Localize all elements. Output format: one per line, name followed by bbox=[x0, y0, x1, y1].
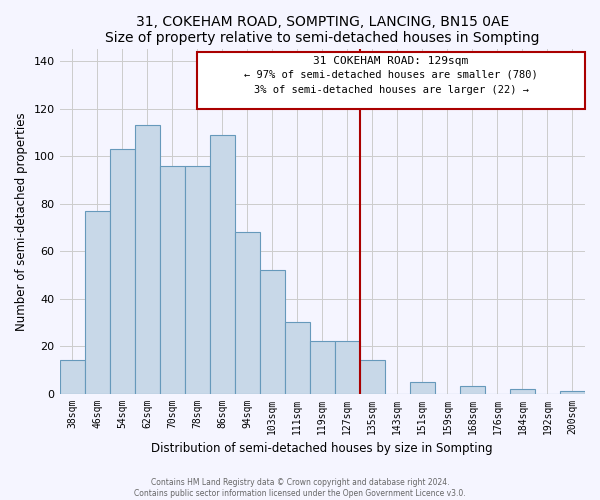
Bar bbox=[59, 360, 85, 394]
Title: 31, COKEHAM ROAD, SOMPTING, LANCING, BN15 0AE
Size of property relative to semi-: 31, COKEHAM ROAD, SOMPTING, LANCING, BN1… bbox=[105, 15, 539, 45]
Bar bbox=[285, 322, 310, 394]
Bar bbox=[134, 125, 160, 394]
Text: 3% of semi-detached houses are larger (22) →: 3% of semi-detached houses are larger (2… bbox=[254, 85, 529, 95]
Bar bbox=[110, 149, 134, 394]
Bar bbox=[360, 360, 385, 394]
Text: Contains HM Land Registry data © Crown copyright and database right 2024.
Contai: Contains HM Land Registry data © Crown c… bbox=[134, 478, 466, 498]
FancyBboxPatch shape bbox=[197, 52, 585, 108]
X-axis label: Distribution of semi-detached houses by size in Sompting: Distribution of semi-detached houses by … bbox=[151, 442, 493, 455]
Bar bbox=[209, 134, 235, 394]
Bar bbox=[510, 389, 535, 394]
Bar bbox=[185, 166, 209, 394]
Bar bbox=[335, 342, 360, 394]
Bar bbox=[85, 210, 110, 394]
Bar bbox=[260, 270, 285, 394]
Bar bbox=[410, 382, 435, 394]
Text: 31 COKEHAM ROAD: 129sqm: 31 COKEHAM ROAD: 129sqm bbox=[313, 56, 469, 66]
Bar bbox=[160, 166, 185, 394]
Bar bbox=[235, 232, 260, 394]
Text: ← 97% of semi-detached houses are smaller (780): ← 97% of semi-detached houses are smalle… bbox=[244, 70, 538, 80]
Bar bbox=[460, 386, 485, 394]
Bar bbox=[310, 342, 335, 394]
Bar bbox=[560, 391, 585, 394]
Y-axis label: Number of semi-detached properties: Number of semi-detached properties bbox=[15, 112, 28, 330]
